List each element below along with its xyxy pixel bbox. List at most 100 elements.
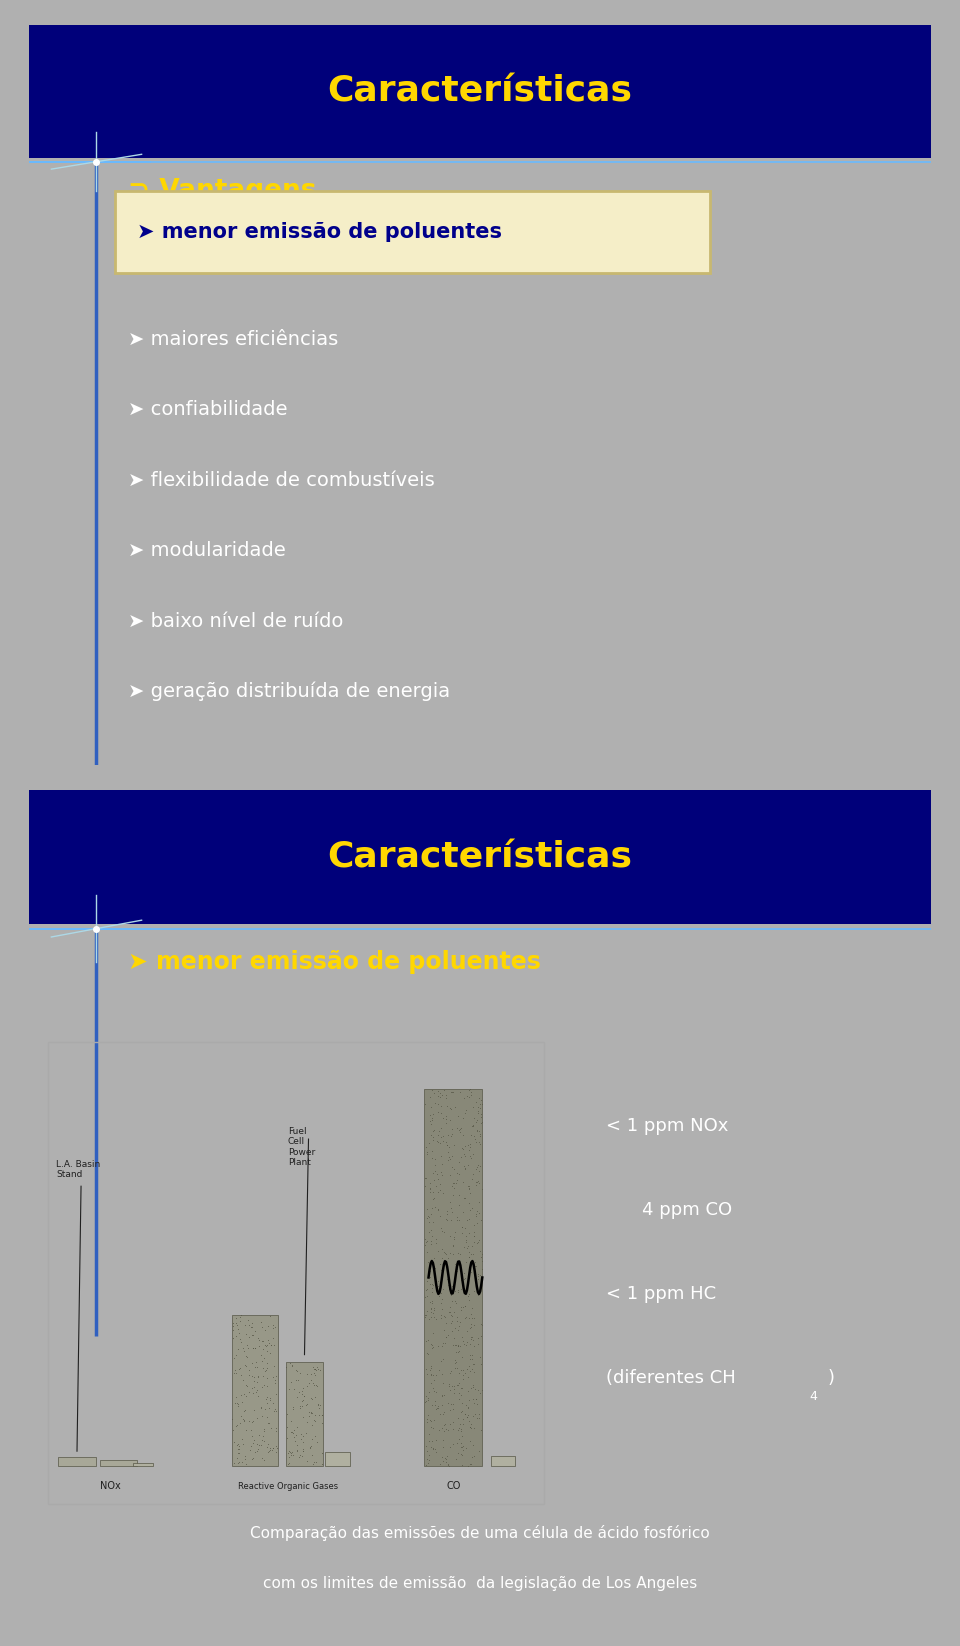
Point: [452, 1116, 468, 1142]
Text: com os limites de emissão  da legislação de Los Angeles: com os limites de emissão da legislação …: [263, 1575, 697, 1592]
Point: [450, 1279, 466, 1305]
Point: [474, 1322, 490, 1348]
Point: [424, 1279, 440, 1305]
Point: [434, 1151, 449, 1177]
Point: [463, 1081, 478, 1108]
Point: [451, 1360, 467, 1386]
Point: [437, 1239, 452, 1266]
Point: [301, 1369, 317, 1396]
Point: [424, 1287, 440, 1314]
Point: [451, 1207, 467, 1233]
Point: [430, 1091, 445, 1118]
Point: [431, 1358, 446, 1384]
Point: [439, 1253, 454, 1279]
Point: [470, 1376, 486, 1402]
Point: [437, 1330, 452, 1356]
Point: [425, 1210, 441, 1236]
Point: [287, 1427, 302, 1453]
Point: [250, 1430, 265, 1457]
Point: [286, 1376, 301, 1402]
Point: [421, 1447, 437, 1473]
Point: [428, 1396, 444, 1422]
Point: [466, 1160, 481, 1187]
Point: [234, 1448, 250, 1475]
Point: [302, 1435, 318, 1462]
Point: [458, 1226, 473, 1253]
Point: [259, 1434, 275, 1460]
Point: [460, 1378, 475, 1404]
Point: [462, 1452, 477, 1478]
Point: [464, 1414, 479, 1440]
Point: [425, 1435, 441, 1462]
Point: [438, 1411, 453, 1437]
Point: [474, 1109, 490, 1136]
Point: [436, 1104, 451, 1131]
Point: [436, 1076, 451, 1103]
Point: [421, 1220, 437, 1246]
Point: [462, 1076, 477, 1103]
Point: [260, 1327, 276, 1353]
Point: [446, 1131, 462, 1157]
Point: [466, 1211, 481, 1238]
Point: [444, 1282, 459, 1309]
Point: [425, 1126, 441, 1152]
Point: [262, 1435, 277, 1462]
Point: [473, 1086, 489, 1113]
Point: [267, 1314, 282, 1340]
Point: [455, 1343, 470, 1369]
Point: [451, 1332, 467, 1358]
Point: [262, 1437, 277, 1463]
Point: [442, 1134, 457, 1160]
Point: [465, 1113, 480, 1139]
Point: [308, 1373, 324, 1399]
Point: [430, 1333, 445, 1360]
Point: [462, 1197, 477, 1223]
Point: [462, 1244, 477, 1271]
Point: [281, 1439, 297, 1465]
Point: [439, 1323, 454, 1350]
Point: [447, 1251, 463, 1277]
Point: [292, 1379, 307, 1406]
Point: [457, 1100, 472, 1126]
Point: [462, 1315, 477, 1341]
Point: [256, 1416, 272, 1442]
Point: [421, 1103, 437, 1129]
Point: [263, 1332, 278, 1358]
Point: [457, 1292, 472, 1318]
Point: [301, 1399, 317, 1425]
Point: [255, 1328, 271, 1355]
Point: [250, 1437, 265, 1463]
Point: [265, 1312, 280, 1338]
Point: [430, 1098, 445, 1124]
Point: [449, 1167, 465, 1193]
Point: [444, 1080, 460, 1106]
Point: [437, 1412, 452, 1439]
Point: [436, 1419, 451, 1445]
Point: [445, 1409, 461, 1435]
Point: [454, 1213, 469, 1239]
Point: [473, 1244, 489, 1271]
Point: [420, 1450, 436, 1476]
Point: [434, 1256, 449, 1282]
Point: [425, 1118, 441, 1144]
Point: [455, 1294, 470, 1320]
Point: [427, 1244, 443, 1271]
Point: [430, 1269, 445, 1295]
Point: [431, 1165, 446, 1192]
Point: [288, 1356, 303, 1383]
Text: ➤ modularidade: ➤ modularidade: [128, 542, 286, 560]
Point: [435, 1128, 450, 1154]
Point: [426, 1407, 442, 1434]
Point: [437, 1399, 452, 1425]
Point: [227, 1345, 242, 1371]
Point: [259, 1350, 275, 1376]
Point: [230, 1435, 246, 1462]
Point: [459, 1332, 474, 1358]
Point: [424, 1144, 440, 1170]
Point: [465, 1113, 480, 1139]
Point: [295, 1381, 310, 1407]
Point: [441, 1322, 456, 1348]
Point: [470, 1262, 486, 1289]
Point: [309, 1429, 324, 1455]
Point: [259, 1338, 275, 1365]
